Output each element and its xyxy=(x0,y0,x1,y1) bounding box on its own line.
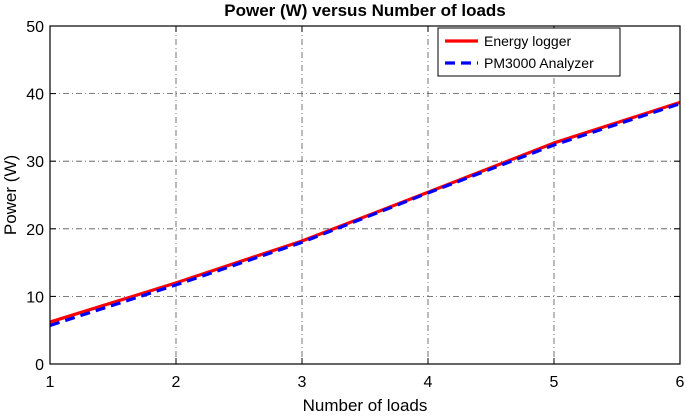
axis-ticks: 1 2 3 4 5 6 0 10 20 30 40 50 xyxy=(26,19,684,391)
x-tick-label: 3 xyxy=(298,374,307,391)
legend: Energy logger PM3000 Analyzer xyxy=(437,27,621,77)
y-tick-label: 40 xyxy=(26,87,44,104)
y-tick-label: 50 xyxy=(26,19,44,36)
x-tick-label: 5 xyxy=(550,374,559,391)
x-tick-label: 6 xyxy=(676,374,685,391)
chart-title: Power (W) versus Number of loads xyxy=(224,1,506,20)
y-axis-label: Power (W) xyxy=(1,155,20,235)
y-tick-label: 20 xyxy=(26,222,44,239)
plot-frame xyxy=(49,25,681,365)
y-tick-label: 30 xyxy=(26,154,44,171)
x-tick-label: 1 xyxy=(46,374,55,391)
x-axis-label: Number of loads xyxy=(303,396,428,415)
x-tick-label: 4 xyxy=(424,374,433,391)
y-tick-label: 10 xyxy=(26,289,44,306)
legend-entry-label: Energy logger xyxy=(484,33,572,49)
plot-area xyxy=(50,26,680,364)
legend-box xyxy=(437,27,621,77)
series-line-energy-logger xyxy=(49,100,681,324)
x-tick-label: 2 xyxy=(172,374,181,391)
legend-entry-label: PM3000 Analyzer xyxy=(484,55,594,71)
grid-lines xyxy=(50,26,680,364)
y-tick-label: 0 xyxy=(35,357,44,374)
series-group xyxy=(49,100,681,327)
